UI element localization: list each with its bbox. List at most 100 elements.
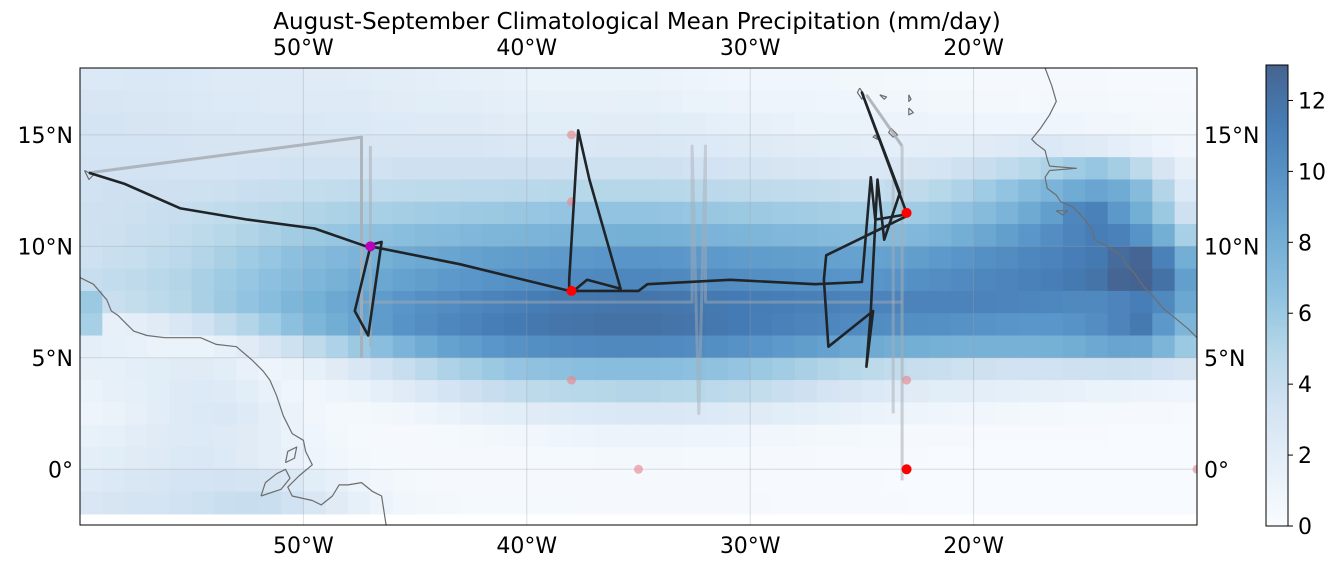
- precip-cell: [348, 446, 372, 470]
- precip-cell: [392, 112, 416, 136]
- lat-tick-label-right: 15°N: [1204, 124, 1259, 149]
- precip-cell: [459, 268, 483, 292]
- precip-cell: [571, 491, 595, 515]
- precip-cell: [303, 402, 327, 426]
- precip-cell: [392, 469, 416, 493]
- precip-cell: [214, 335, 237, 359]
- precip-cell: [147, 424, 170, 448]
- precip-cell: [839, 469, 863, 493]
- precip-cell: [236, 157, 260, 181]
- precip-cell: [459, 380, 483, 403]
- precip-cell: [1152, 313, 1176, 337]
- precip-cell: [638, 491, 662, 515]
- precip-cell: [884, 491, 908, 515]
- precip-cell: [325, 357, 349, 381]
- precip-cell: [906, 246, 930, 270]
- precip-cell: [772, 90, 796, 114]
- precip-cell: [660, 157, 684, 181]
- precip-cell: [772, 313, 796, 337]
- precip-cell: [839, 134, 863, 158]
- precip-cell: [861, 446, 885, 470]
- precip-cell: [928, 335, 952, 359]
- precip-cell: [1040, 224, 1064, 247]
- precip-cell: [258, 224, 282, 247]
- precip-cell: [1152, 90, 1176, 114]
- precip-cell: [549, 335, 573, 359]
- precip-cell: [303, 201, 327, 225]
- precip-cell: [750, 112, 774, 136]
- precip-cell: [683, 224, 707, 247]
- precip-cell: [549, 246, 573, 270]
- precip-cell: [995, 68, 1019, 91]
- coastline: [1031, 68, 1197, 339]
- precip-cell: [638, 469, 662, 493]
- precip-cell: [1018, 90, 1042, 114]
- precip-cell: [147, 246, 170, 270]
- precip-cell: [839, 112, 863, 136]
- precip-cell: [348, 424, 372, 448]
- precip-cell: [817, 290, 841, 314]
- precip-cell: [616, 112, 640, 136]
- precip-cell: [861, 157, 885, 181]
- precip-cell: [928, 268, 952, 292]
- precip-cell: [995, 268, 1019, 292]
- precip-cell: [1062, 446, 1086, 470]
- precip-cell: [995, 402, 1019, 426]
- precip-cell: [772, 290, 796, 314]
- precip-cell: [549, 469, 573, 493]
- precip-cell: [995, 90, 1019, 114]
- precip-cell: [80, 134, 103, 158]
- precip-cell: [258, 157, 282, 181]
- precip-cell: [549, 90, 573, 114]
- precip-cell: [839, 313, 863, 337]
- precip-cell: [191, 469, 215, 493]
- lon-tick-label-top: 30°W: [720, 36, 781, 61]
- precip-cell: [1152, 201, 1176, 225]
- precip-cell: [504, 313, 528, 337]
- precip-cell: [1040, 268, 1064, 292]
- precip-cell: [1152, 179, 1176, 203]
- precip-cell: [191, 424, 215, 448]
- precip-cell: [1062, 424, 1086, 448]
- precip-cell: [906, 179, 930, 203]
- precip-cell: [392, 246, 416, 270]
- precip-cell: [973, 290, 997, 314]
- precip-cell: [1018, 290, 1042, 314]
- precip-cell: [973, 112, 997, 136]
- precip-cell: [348, 90, 372, 114]
- precip-cell: [638, 357, 662, 381]
- precip-cell: [660, 134, 684, 158]
- precip-cell: [1040, 157, 1064, 181]
- precip-cell: [884, 90, 908, 114]
- precip-cell: [928, 246, 952, 270]
- precip-cell: [995, 246, 1019, 270]
- precip-cell: [973, 335, 997, 359]
- precip-cell: [995, 380, 1019, 403]
- precip-cell: [1107, 157, 1131, 181]
- precip-cell: [727, 313, 751, 337]
- precip-cell: [1040, 402, 1064, 426]
- precip-cell: [482, 335, 506, 359]
- precip-cell: [995, 179, 1019, 203]
- precip-cell: [504, 246, 528, 270]
- precip-cell: [973, 68, 997, 91]
- precip-cell: [928, 469, 952, 493]
- precip-cell: [906, 201, 930, 225]
- precip-cell: [236, 335, 260, 359]
- precip-cell: [1129, 380, 1153, 403]
- precip-cell: [1062, 246, 1086, 270]
- precip-cell: [258, 335, 282, 359]
- precip-cell: [1152, 357, 1176, 381]
- precip-cell: [258, 424, 282, 448]
- map-area: [80, 68, 1197, 525]
- colorbar-tick-label: 12: [1298, 89, 1326, 114]
- precip-cell: [191, 402, 215, 426]
- precip-cell: [1129, 90, 1153, 114]
- precip-cell: [437, 134, 461, 158]
- precip-cell: [772, 268, 796, 292]
- precip-cell: [80, 491, 103, 515]
- precip-cell: [281, 357, 304, 381]
- precip-cell: [236, 90, 260, 114]
- precip-cell: [392, 380, 416, 403]
- precip-cell: [772, 134, 796, 158]
